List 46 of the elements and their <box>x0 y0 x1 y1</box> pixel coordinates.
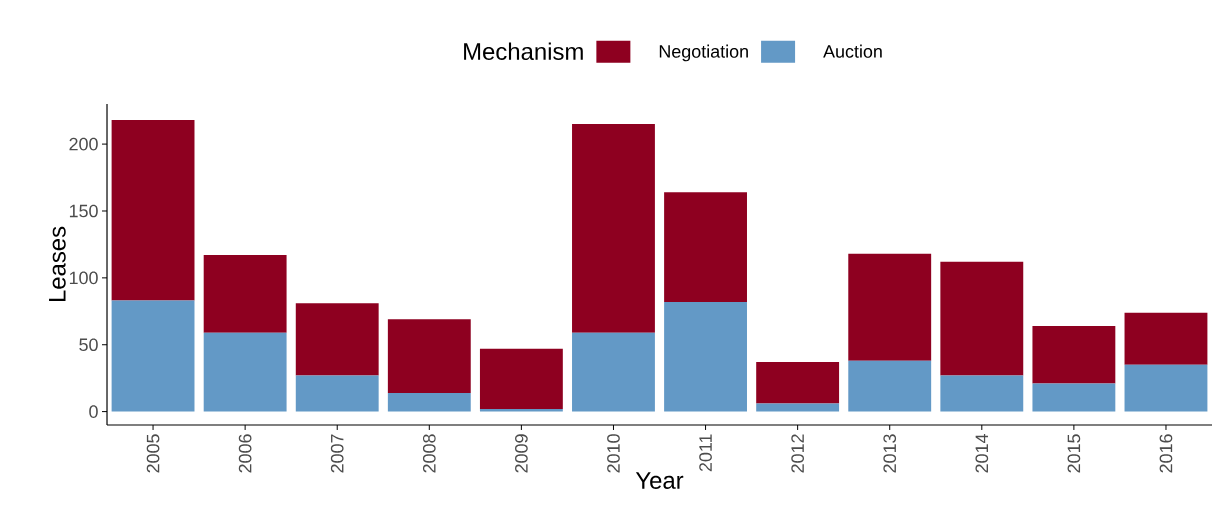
x-axis-title: Year <box>635 472 684 489</box>
bar <box>111 300 195 412</box>
legend-label: Auction <box>823 44 882 58</box>
x-tick-label: 2011 <box>699 434 712 472</box>
legend-label: Negotiation <box>659 44 748 62</box>
y-axis-title: Leases <box>49 226 66 302</box>
bar <box>1124 364 1208 412</box>
x-tick-label: 2008 <box>422 434 436 473</box>
x-tick-label: 2014 <box>975 434 989 473</box>
x-tick-label: 2016 <box>1159 434 1173 473</box>
bar <box>111 120 195 301</box>
bar <box>572 124 655 333</box>
bar <box>940 375 1024 412</box>
y-tick-label: 200 <box>69 137 98 151</box>
bar <box>848 360 932 412</box>
x-tick-label: 2009 <box>515 434 528 473</box>
bar <box>387 319 471 393</box>
bar <box>295 375 379 412</box>
bar <box>479 348 563 409</box>
x-tick-label: 2015 <box>1067 434 1081 473</box>
y-tick-label: 50 <box>79 338 98 352</box>
x-tick-label: 2010 <box>607 434 620 473</box>
bar <box>387 392 471 412</box>
bar <box>848 253 932 361</box>
x-tick-label: 2005 <box>146 434 160 473</box>
y-tick-label: 100 <box>69 271 98 285</box>
x-tick-label: 2007 <box>330 434 344 473</box>
x-tick-label: 2013 <box>883 434 897 473</box>
bar <box>940 261 1024 376</box>
bar <box>572 332 655 412</box>
bar <box>203 332 287 412</box>
x-tick-label: 2012 <box>791 434 804 473</box>
bar <box>756 362 840 404</box>
bar <box>479 408 563 412</box>
bar <box>664 301 747 412</box>
bar <box>203 255 287 333</box>
bar <box>1124 312 1208 365</box>
y-tick-label: 150 <box>69 204 98 218</box>
bar <box>756 403 840 412</box>
bar <box>1032 383 1116 412</box>
bar <box>295 303 379 376</box>
bar <box>1032 326 1116 384</box>
x-tick-label: 2006 <box>238 434 252 473</box>
bar <box>664 192 747 302</box>
legend-title: Mechanism <box>464 42 583 61</box>
y-tick-label: 0 <box>89 405 98 418</box>
